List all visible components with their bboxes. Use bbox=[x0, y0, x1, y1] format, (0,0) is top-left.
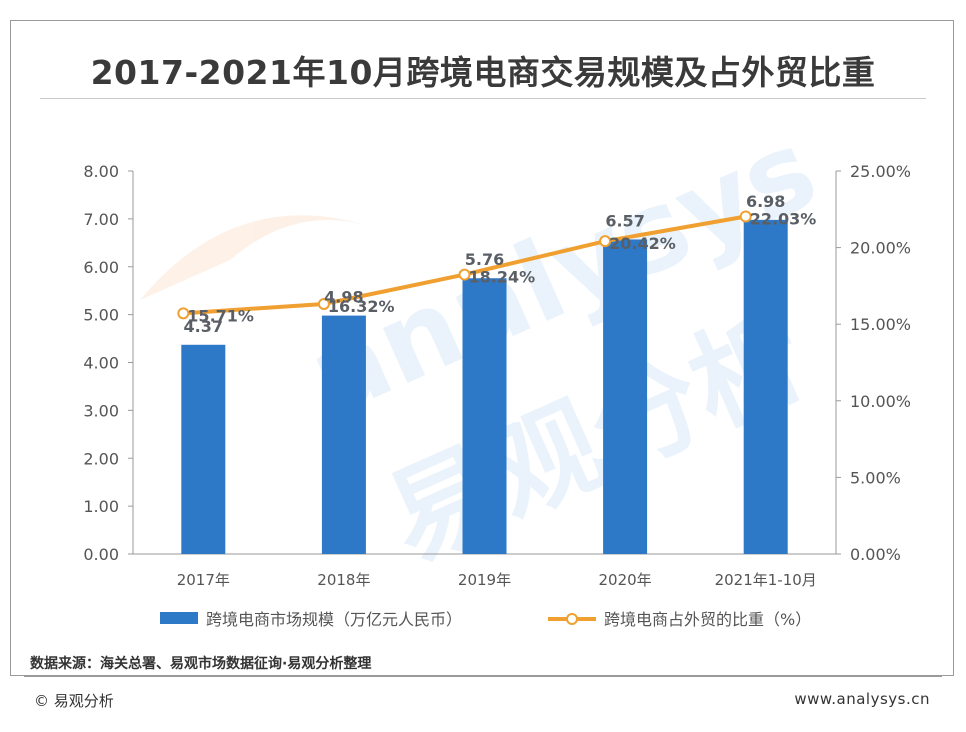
right-axis-tick-label: 5.00% bbox=[850, 468, 901, 487]
bar bbox=[743, 219, 788, 554]
legend-bar-label: 跨境电商市场规模（万亿元人民币） bbox=[206, 610, 462, 629]
bar-series bbox=[181, 219, 788, 554]
x-axis-tick-label: 2018年 bbox=[317, 571, 370, 589]
x-axis-tick-label: 2021年1-10月 bbox=[715, 571, 817, 589]
legend: 跨境电商市场规模（万亿元人民币） 跨境电商占外贸的比重（%） bbox=[160, 610, 811, 629]
line-point bbox=[458, 268, 471, 281]
line-value-label: 22.03% bbox=[750, 210, 817, 229]
copyright: © 易观分析 bbox=[34, 692, 114, 710]
x-axis-tick-label: 2020年 bbox=[599, 571, 652, 589]
line-point bbox=[599, 235, 612, 248]
title-divider bbox=[40, 98, 926, 99]
bar-value-label: 6.57 bbox=[605, 211, 644, 230]
right-axis-tick-label: 15.00% bbox=[850, 315, 911, 334]
bar bbox=[462, 278, 507, 554]
x-axis-tick-label: 2019年 bbox=[458, 571, 511, 589]
left-axis-tick-label: 5.00 bbox=[83, 306, 119, 325]
line-point bbox=[317, 297, 330, 310]
watermark-swoosh bbox=[140, 215, 380, 300]
data-labels: 4.37 4.98 5.76 6.57 6.98 15.71% 16.32% 18.24% 20… bbox=[184, 192, 817, 336]
bar bbox=[321, 315, 366, 554]
bar-value-label: 5.76 bbox=[465, 250, 504, 269]
bar bbox=[603, 239, 648, 554]
left-axis-tick-label: 0.00 bbox=[83, 545, 119, 564]
bar-value-label: 4.37 bbox=[184, 317, 223, 336]
left-axis-tick-label: 8.00 bbox=[83, 162, 119, 181]
bar bbox=[181, 344, 226, 554]
data-source: 数据来源：海关总署、易观市场数据征询·易观分析整理 bbox=[30, 656, 372, 672]
right-axis-tick-label: 20.00% bbox=[850, 239, 911, 258]
right-axis-tick-label: 0.00% bbox=[850, 545, 901, 564]
line-series bbox=[177, 210, 752, 320]
x-axis-tick-label: 2017年 bbox=[177, 571, 230, 589]
legend-line-label: 跨境电商占外贸的比重（%） bbox=[604, 610, 811, 629]
left-axis-tick-label: 1.00 bbox=[83, 497, 119, 516]
line-value-label: 15.71% bbox=[187, 306, 254, 325]
legend-bar-swatch bbox=[160, 612, 198, 624]
line-value-label: 20.42% bbox=[609, 234, 676, 253]
line-point bbox=[177, 307, 190, 320]
line-point bbox=[739, 210, 752, 223]
right-axis-tick-label: 25.00% bbox=[850, 162, 911, 181]
left-axis-tick-label: 6.00 bbox=[83, 258, 119, 277]
left-axis-tick-label: 4.00 bbox=[83, 354, 119, 373]
left-axis-tick-label: 3.00 bbox=[83, 401, 119, 420]
footer-divider bbox=[24, 676, 942, 677]
line-value-label: 18.24% bbox=[469, 268, 536, 287]
legend-line-marker bbox=[566, 613, 578, 625]
left-axis-tick-label: 2.00 bbox=[83, 449, 119, 468]
line-value-label: 16.32% bbox=[328, 297, 395, 316]
axes: 0.00 1.00 2.00 3.00 4.00 5.00 6.00 7.00 8.00 0.00… bbox=[83, 162, 911, 589]
bar-value-label: 4.98 bbox=[324, 288, 363, 307]
website-url: www.analysys.cn bbox=[794, 690, 930, 708]
bar-value-label: 6.98 bbox=[746, 192, 785, 211]
right-axis-tick-label: 10.00% bbox=[850, 392, 911, 411]
left-axis-tick-label: 7.00 bbox=[83, 210, 119, 229]
chart-title: 2017-2021年10月跨境电商交易规模及占外贸比重 bbox=[90, 53, 876, 92]
